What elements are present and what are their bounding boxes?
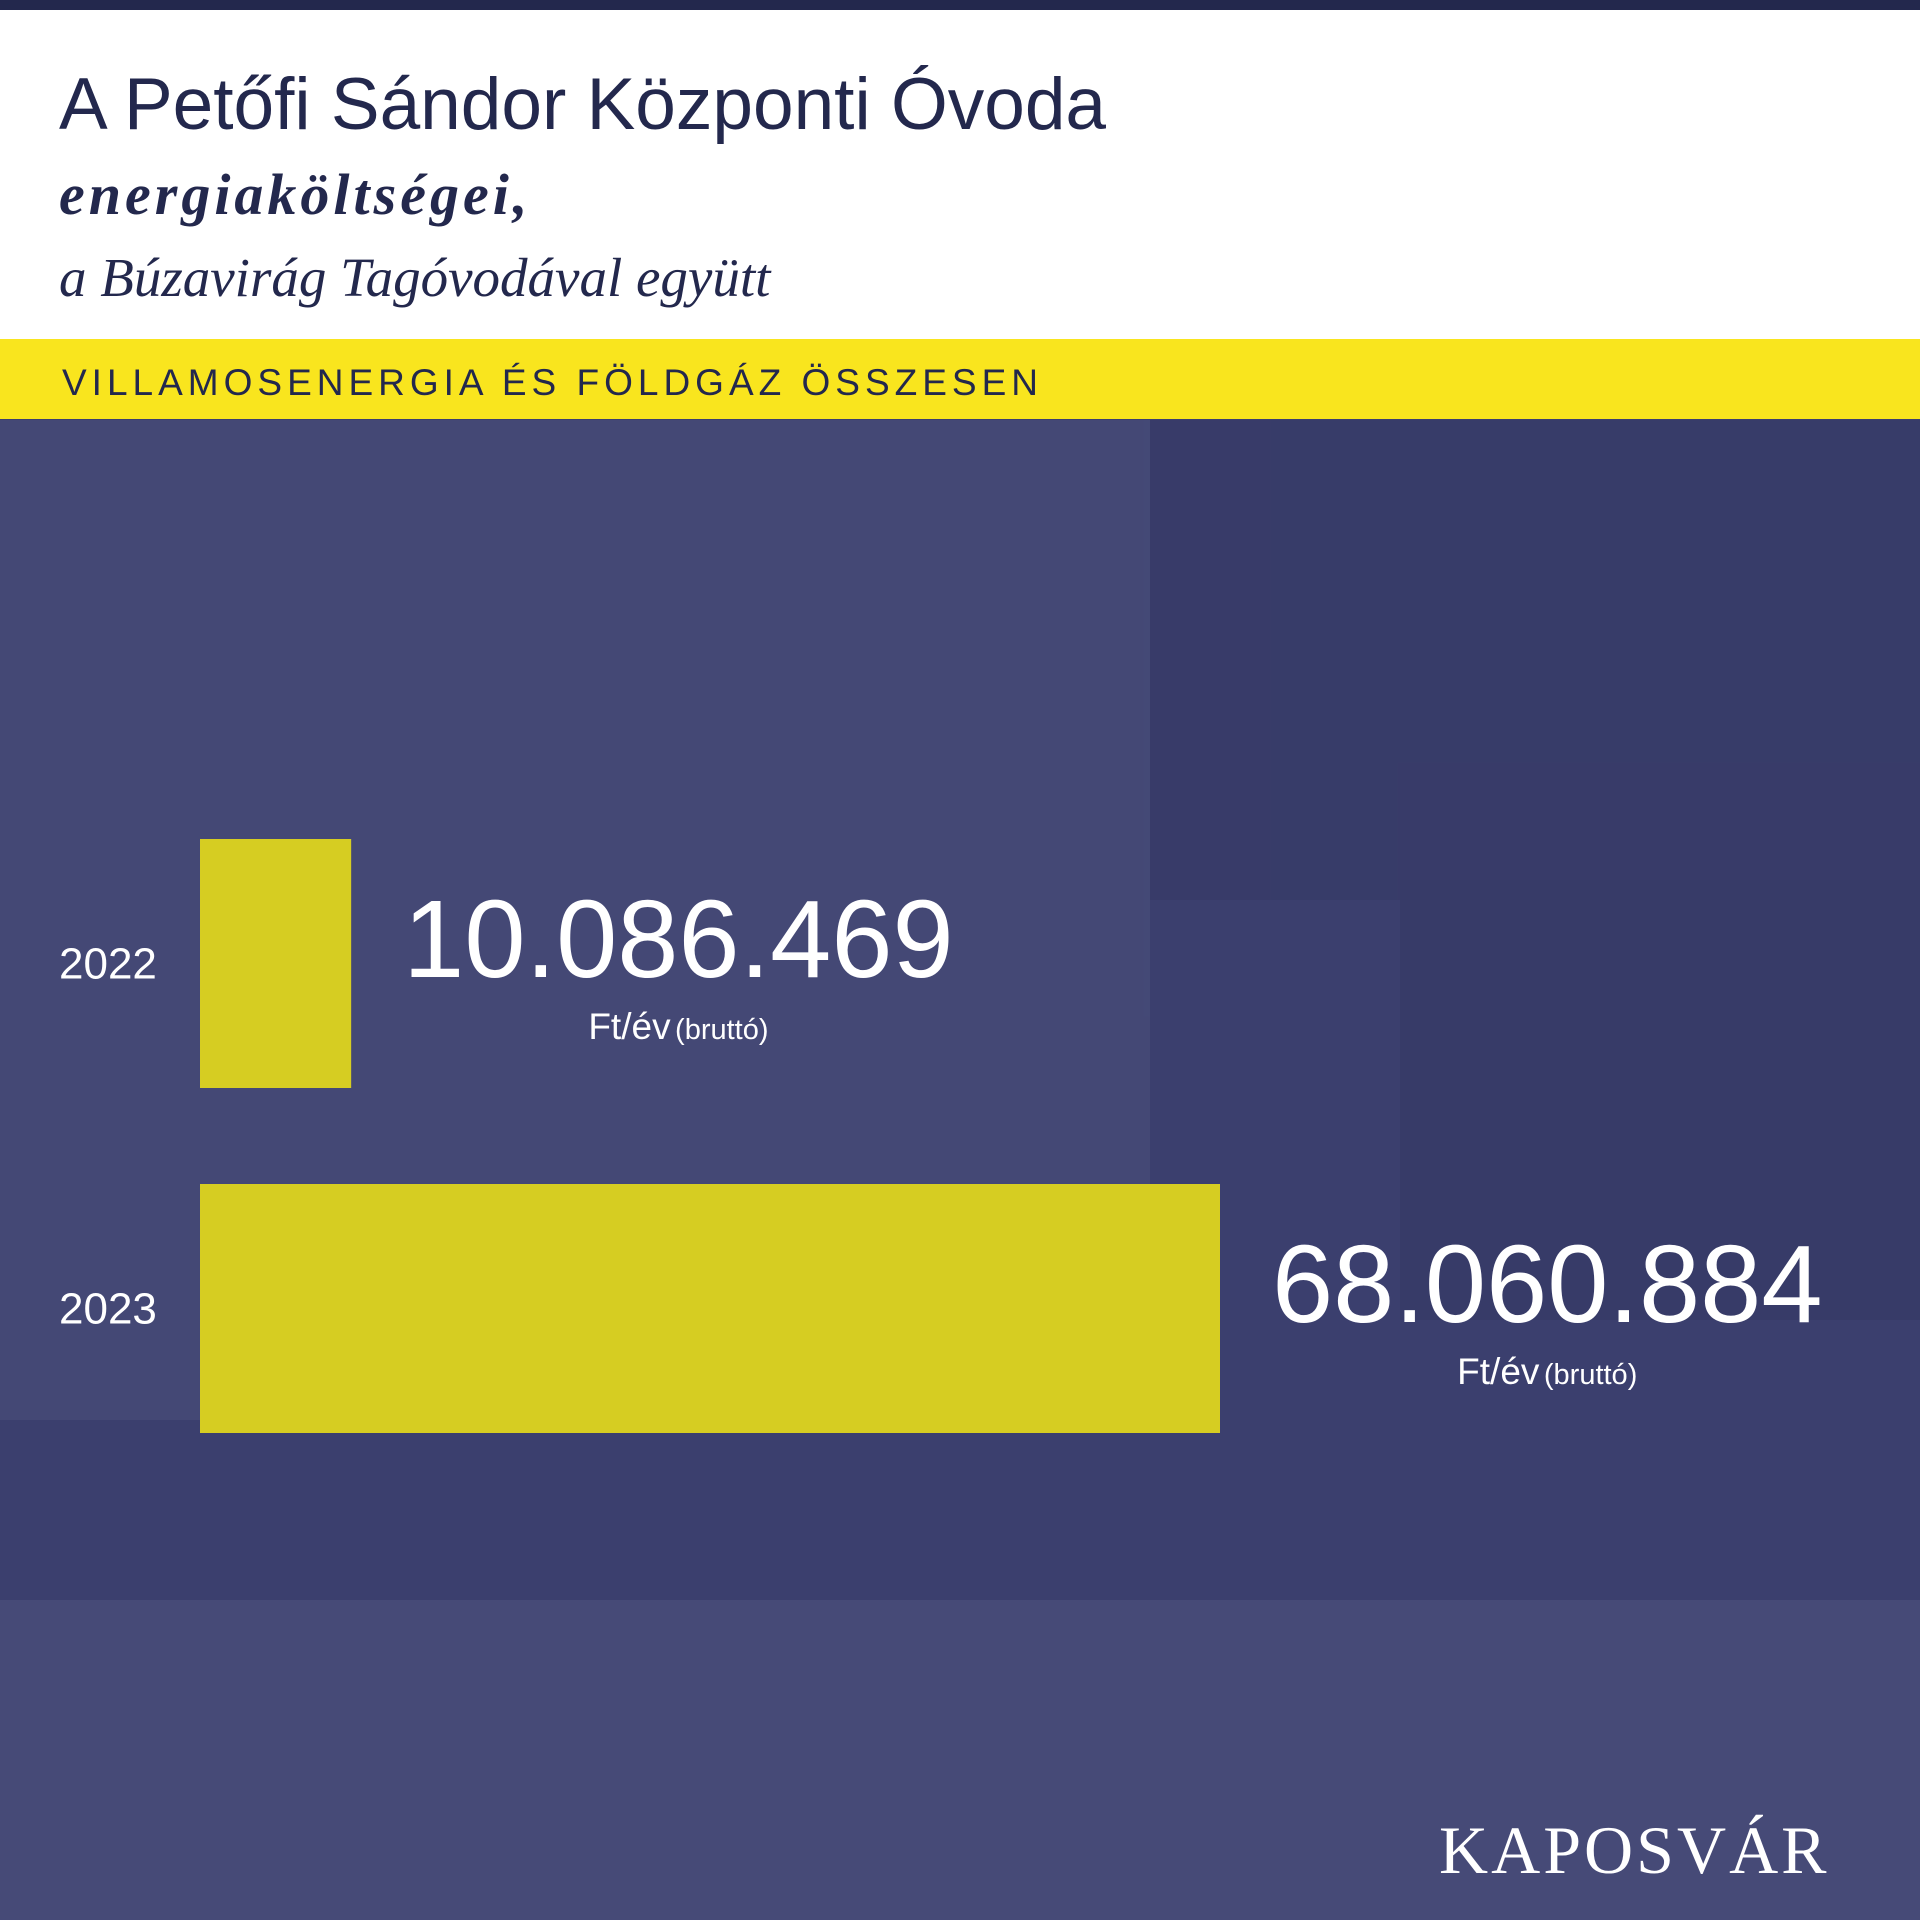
- category-label: 2023: [59, 1285, 157, 1334]
- top-strip: [0, 0, 1920, 10]
- section-label: VILLAMOSENERGIA ÉS FÖLDGÁZ ÖSSZESEN: [62, 362, 1043, 403]
- unit-label: Ft/év (bruttó): [588, 1006, 768, 1047]
- bar: [200, 1184, 1220, 1433]
- background-photo: [0, 420, 1920, 1920]
- unit-note: (bruttó): [675, 1014, 768, 1046]
- unit-note: (bruttó): [1544, 1359, 1637, 1391]
- unit-label: Ft/év (bruttó): [1457, 1351, 1637, 1392]
- chart-title: A Petőfi Sándor Központi Óvoda: [59, 64, 1106, 145]
- section-band: [0, 339, 1920, 419]
- ground: [0, 1600, 1920, 1920]
- value-label: 68.060.884: [1272, 1223, 1823, 1346]
- bar: [200, 839, 352, 1088]
- value-label: 10.086.469: [403, 878, 954, 1001]
- door: [1400, 880, 1920, 1320]
- chart-subtitle: energiaköltségei,: [59, 162, 531, 227]
- unit: Ft/év: [1457, 1351, 1540, 1392]
- chart-subtitle-2: a Búzavirág Tagóvodával együtt: [59, 247, 772, 308]
- logo: KAPOSVÁR: [1439, 1812, 1830, 1888]
- window: [1150, 420, 1920, 900]
- category-label: 2022: [59, 940, 157, 989]
- header-panel: [0, 10, 1920, 339]
- unit: Ft/év: [588, 1006, 671, 1047]
